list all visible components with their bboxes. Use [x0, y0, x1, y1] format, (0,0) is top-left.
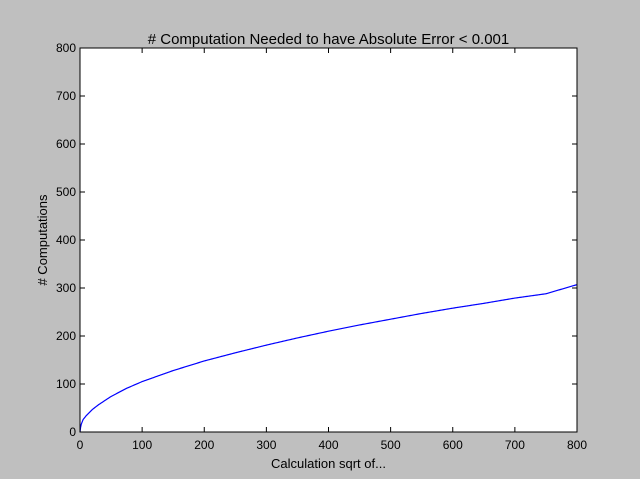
y-tick-label: 200	[56, 329, 76, 343]
x-axis-label: Calculation sqrt of...	[271, 456, 386, 471]
x-tick-label: 400	[318, 438, 338, 452]
y-tick-label: 300	[56, 281, 76, 295]
y-axis-label: # Computations	[35, 194, 50, 286]
series-line	[79, 284, 578, 433]
x-tick-label: 500	[381, 438, 401, 452]
y-tick-label: 800	[56, 41, 76, 55]
tick-labels: 0 100 200 300 400 500 600 700 800 0 100 200 300 400 50…	[56, 41, 587, 452]
x-tick-label: 0	[77, 438, 84, 452]
x-tick-label: 100	[132, 438, 152, 452]
chart-title: # Computation Needed to have Absolute Er…	[148, 31, 510, 48]
x-tick-label: 800	[567, 438, 587, 452]
y-tick-label: 700	[56, 89, 76, 103]
x-tick-label: 200	[194, 438, 214, 452]
y-tick-label: 0	[69, 425, 76, 439]
plot-frame	[79, 47, 578, 433]
y-tick-label: 600	[56, 137, 76, 151]
y-tick-label: 500	[56, 185, 76, 199]
x-tick-label: 700	[505, 438, 525, 452]
series-layer	[79, 284, 578, 433]
y-tick-label: 100	[56, 377, 76, 391]
plot-area	[80, 48, 577, 432]
y-tick-label: 400	[56, 233, 76, 247]
x-tick-label: 600	[443, 438, 463, 452]
x-tick-label: 300	[256, 438, 276, 452]
